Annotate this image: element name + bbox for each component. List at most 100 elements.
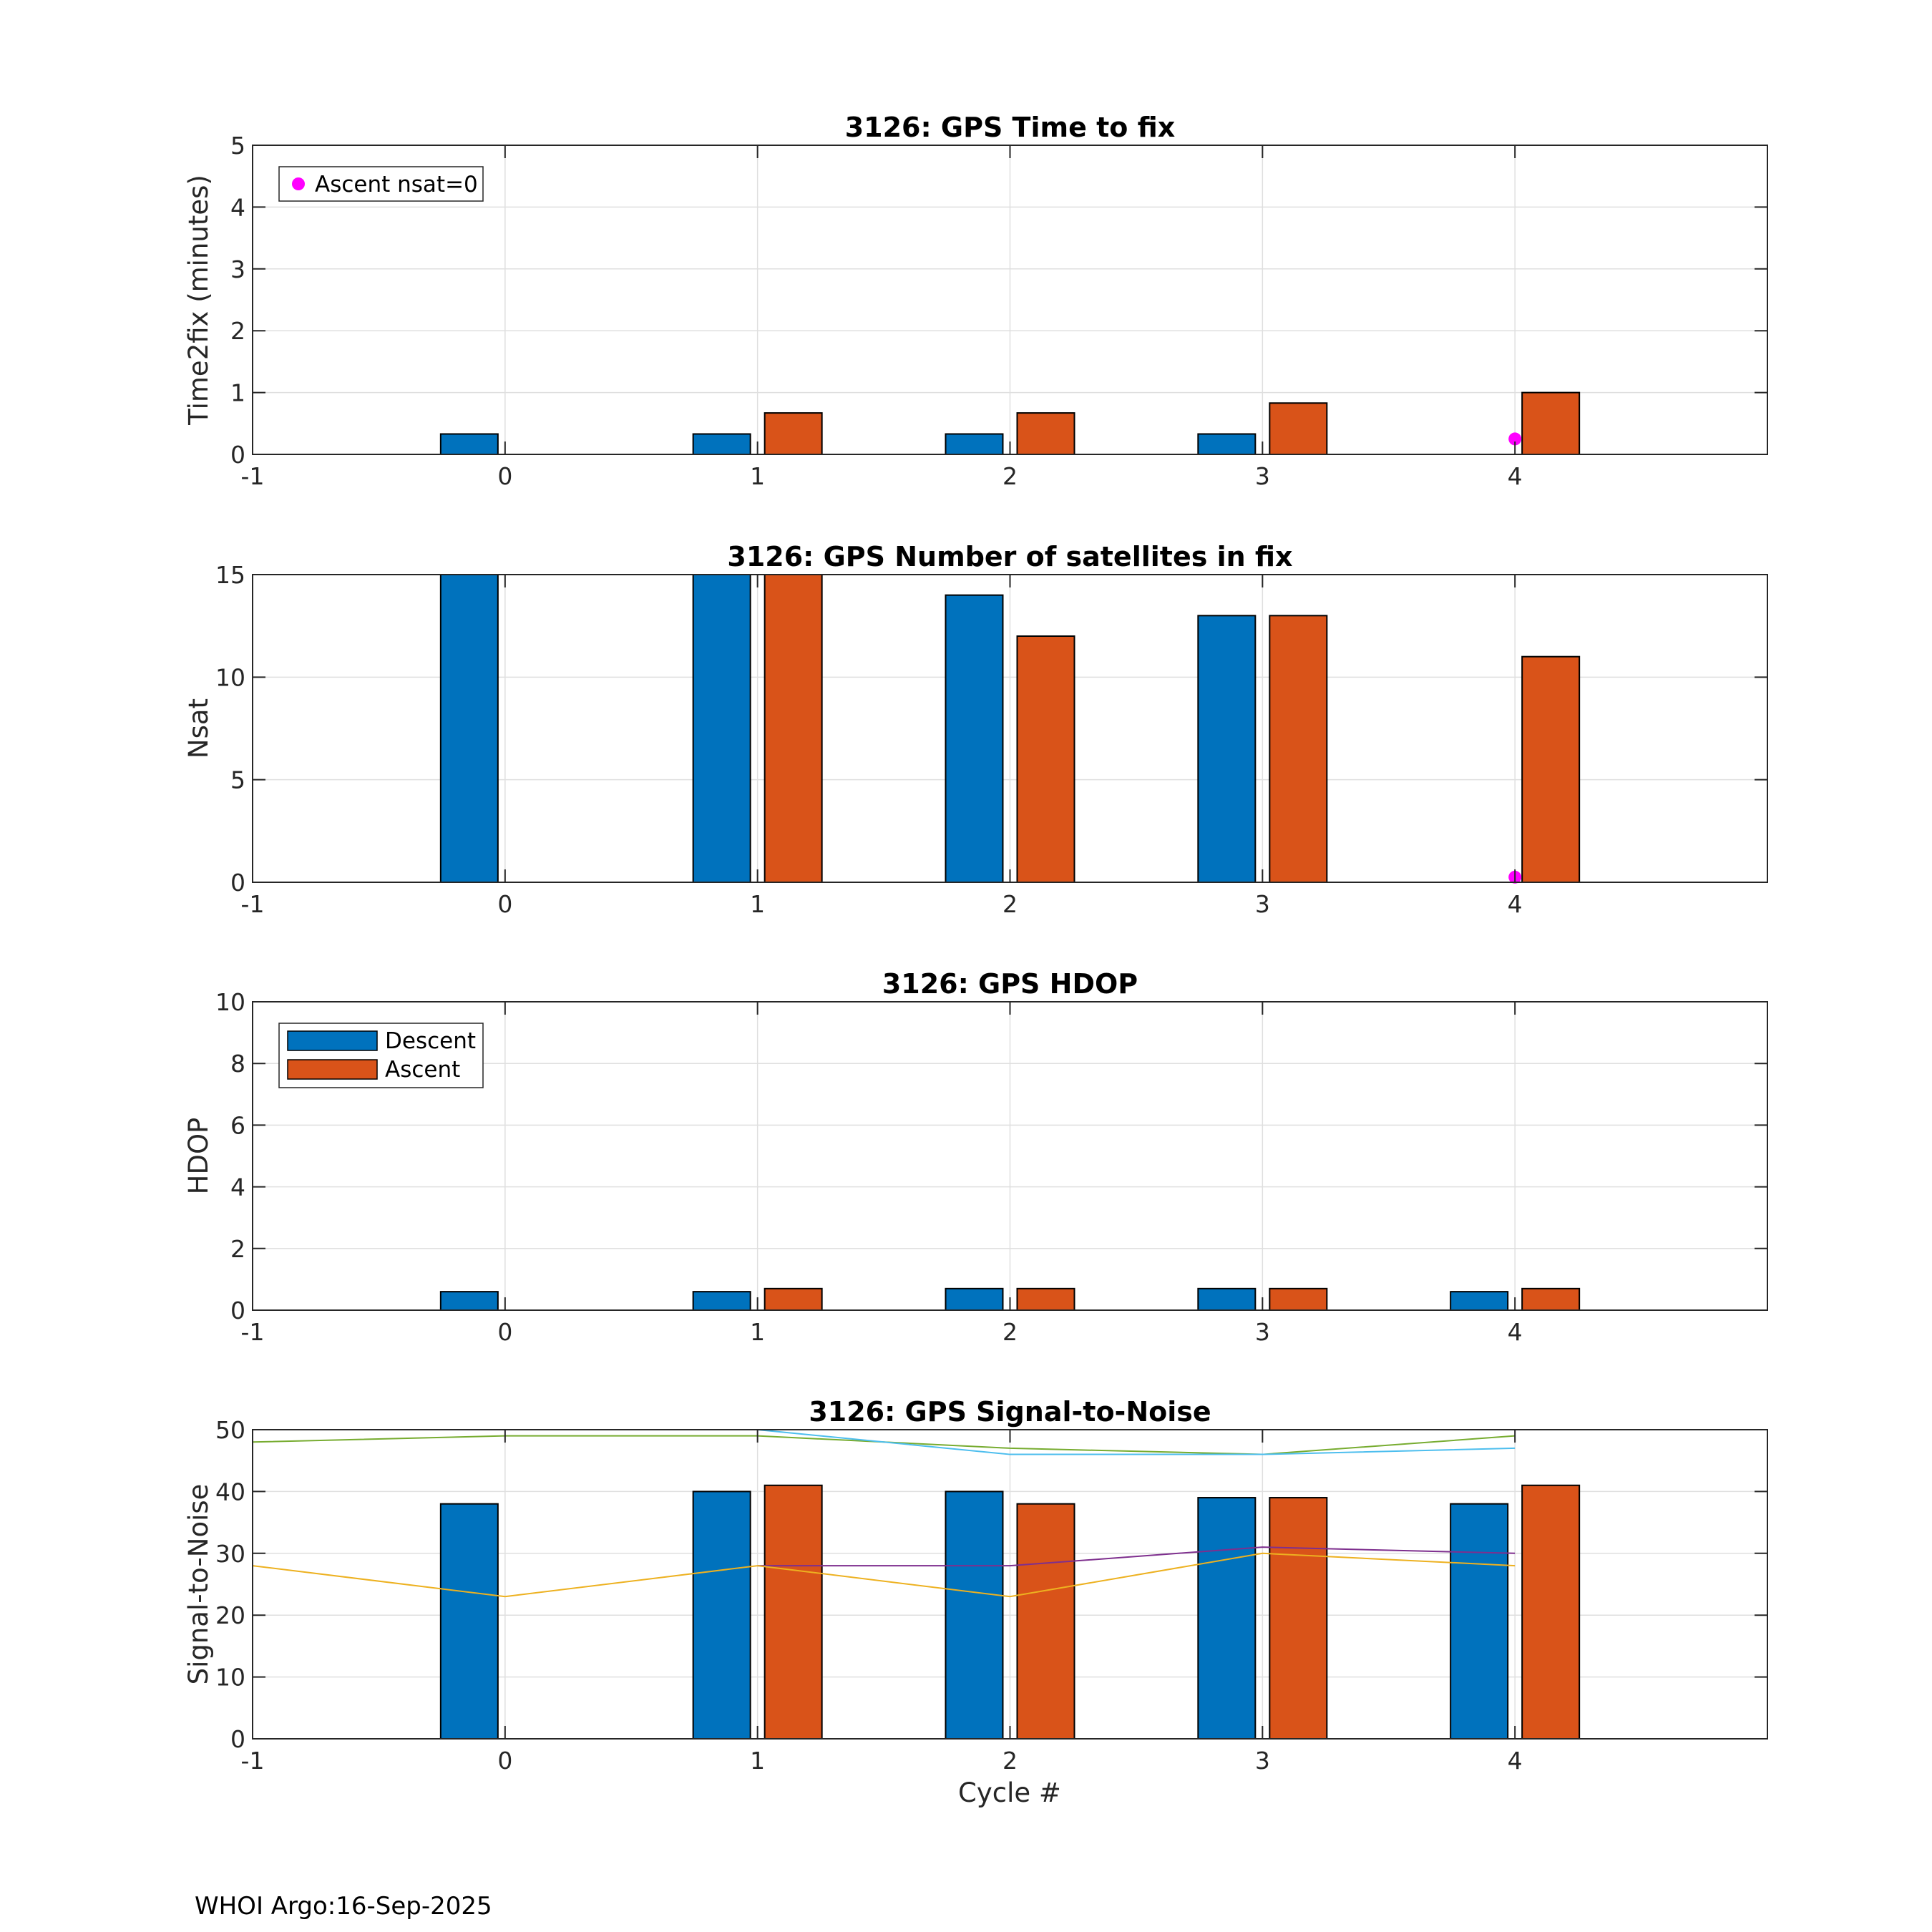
time2fix-ascent-bar (763, 412, 823, 455)
snr-y-axis-label: Signal-to-Noise (183, 1484, 214, 1685)
snr-ascent-bar (1521, 1484, 1581, 1740)
snr-y-tick-label: 30 (215, 1540, 245, 1568)
nsat-ascent-bar (1269, 615, 1328, 883)
legend-label: Descent (385, 1028, 476, 1054)
snr-yellow-line (252, 1552, 1516, 1598)
snr-ascent-bar (763, 1484, 823, 1740)
time2fix-ascent-bar (1269, 402, 1328, 456)
time2fix-y-tick-label: 4 (230, 193, 245, 221)
nsat-ascent-bar (1016, 635, 1075, 883)
hdop-x-tick-label: 3 (1255, 1318, 1270, 1346)
legend-descent-swatch (287, 1030, 378, 1051)
nsat-y-axis-label: Nsat (183, 698, 214, 758)
hdop-y-tick-label: 4 (230, 1174, 245, 1201)
snr-descent-bar (1197, 1497, 1257, 1740)
time2fix-x-tick-label: 4 (1508, 462, 1523, 490)
time2fix-ascent-bar (1016, 412, 1075, 455)
time2fix-y-tick-label: 1 (230, 379, 245, 407)
time2fix-y-tick-label: 5 (230, 132, 245, 160)
time2fix-y-axis-label: Time2fix (minutes) (183, 175, 214, 426)
snr-ascent-bar (1016, 1503, 1075, 1740)
hdop-x-tick-label: 4 (1508, 1318, 1523, 1346)
snr-bars (439, 1484, 1581, 1740)
snr-y-tick-label: 50 (215, 1416, 245, 1444)
time2fix-descent-bar (945, 433, 1004, 455)
hdop-ascent-bar (1016, 1287, 1075, 1311)
time2fix-nsat0-marker (1508, 432, 1522, 446)
hdop-x-tick-label: 1 (750, 1318, 765, 1346)
nsat-ascent-bar (763, 574, 823, 883)
hdop-legend: Descent Ascent (278, 1023, 484, 1088)
nsat-y-tick-label: 15 (215, 561, 245, 589)
nsat-ascent-bar (1521, 655, 1581, 884)
hdop-title: 3126: GPS HDOP (882, 968, 1138, 1000)
hdop-x-tick-label: 2 (1002, 1318, 1018, 1346)
snr-x-tick-label: 1 (750, 1747, 765, 1775)
hdop-x-tick-label: 0 (497, 1318, 512, 1346)
hdop-descent-bar (692, 1291, 751, 1312)
snr-x-tick-label: 4 (1508, 1747, 1523, 1775)
nsat-descent-bar (1197, 615, 1257, 883)
nsat-x-tick-label: 3 (1255, 890, 1270, 918)
nsat-x-tick-label: 4 (1508, 890, 1523, 918)
nsat-y-tick-label: 5 (230, 766, 245, 794)
legend-nsat0-swatch (292, 177, 305, 190)
hdop-y-tick-label: 0 (230, 1297, 245, 1324)
time2fix-legend-box (278, 166, 484, 202)
time2fix-descent-bar (439, 433, 499, 455)
hdop-ascent-bar (1521, 1287, 1581, 1311)
snr-x-axis-label: Cycle # (958, 1777, 1061, 1808)
snr-ascent-bar (1269, 1497, 1328, 1740)
time2fix-descent-bar (1197, 433, 1257, 455)
hdop-descent-bar (945, 1287, 1004, 1311)
time2fix-x-tick-label: 1 (750, 462, 765, 490)
snr-descent-bar (1450, 1503, 1509, 1740)
time2fix-legend: Ascent nsat=0 (278, 166, 484, 202)
time2fix-x-tick-label: 0 (497, 462, 512, 490)
nsat-descent-bar (945, 594, 1004, 884)
legend-label: Ascent (385, 1057, 460, 1083)
time2fix-bars (439, 391, 1581, 456)
time2fix-title: 3126: GPS Time to fix (845, 112, 1176, 143)
time2fix-y-tick-label: 2 (230, 317, 245, 345)
nsat-y-tick-label: 10 (215, 663, 245, 691)
snr-cyan-line (757, 1429, 1516, 1455)
nsat-title: 3126: GPS Number of satellites in fix (727, 541, 1292, 572)
snr-x-tick-label: 2 (1002, 1747, 1018, 1775)
hdop-y-tick-label: 10 (215, 988, 245, 1016)
time2fix-x-tick-label: -1 (241, 462, 265, 490)
hdop-ascent-bar (1269, 1287, 1328, 1311)
time2fix-y-tick-label: 3 (230, 255, 245, 283)
time2fix-y-tick-label: 0 (230, 441, 245, 469)
snr-y-tick-label: 20 (215, 1601, 245, 1629)
snr-y-tick-label: 10 (215, 1664, 245, 1692)
nsat-descent-bar (692, 574, 751, 883)
hdop-descent-bar (1450, 1291, 1509, 1312)
time2fix-ascent-bar (1521, 391, 1581, 455)
nsat-descent-bar (439, 574, 499, 883)
nsat-x-tick-label: 1 (750, 890, 765, 918)
nsat-y-tick-label: 0 (230, 869, 245, 897)
footer-label: WHOI Argo:16-Sep-2025 (195, 1892, 492, 1921)
hdop-descent-bar (439, 1291, 499, 1312)
snr-purple-line (757, 1546, 1516, 1567)
snr-x-tick-label: 0 (497, 1747, 512, 1775)
hdop-y-tick-label: 6 (230, 1111, 245, 1139)
hdop-y-tick-label: 8 (230, 1050, 245, 1078)
snr-y-tick-label: 40 (215, 1478, 245, 1506)
time2fix-x-tick-label: 2 (1002, 462, 1018, 490)
snr-descent-bar (945, 1491, 1004, 1740)
hdop-descent-bar (1197, 1287, 1257, 1311)
hdop-y-axis-label: HDOP (183, 1118, 214, 1195)
hdop-ascent-bar (763, 1287, 823, 1311)
snr-x-tick-label: -1 (241, 1747, 265, 1775)
nsat-x-tick-label: -1 (241, 890, 265, 918)
legend-ascent-swatch (287, 1059, 378, 1080)
nsat-bars (439, 574, 1581, 884)
